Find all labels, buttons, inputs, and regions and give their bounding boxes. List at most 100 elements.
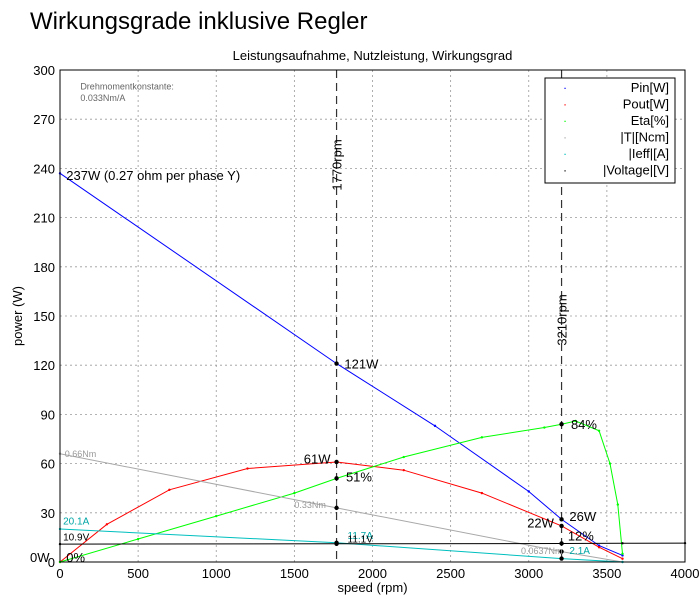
marker-point — [559, 556, 564, 561]
series-line — [59, 528, 623, 563]
data-point — [616, 503, 620, 506]
plot-frame — [59, 69, 686, 563]
x-tick-label: 0 — [56, 566, 63, 581]
marker-point — [334, 476, 339, 481]
legend-label: |T|[Ncm] — [620, 130, 669, 145]
y-tick-label: 120 — [33, 358, 55, 373]
x-tick-label: 2000 — [358, 566, 387, 581]
annotation-label: 22W — [527, 516, 554, 531]
y-tick-label: 60 — [41, 457, 55, 472]
data-point — [480, 491, 484, 495]
x-axis-label: speed (rpm) — [337, 580, 407, 595]
legend-marker: . — [563, 78, 566, 92]
x-tick-label: 4000 — [671, 566, 700, 581]
rpm-marker-label: 1770rpm — [330, 139, 345, 190]
data-point — [527, 490, 530, 493]
y-axis-label: power (W) — [10, 286, 25, 346]
marker-point — [334, 505, 339, 511]
marker-point — [334, 541, 339, 546]
x-tick-label: 3000 — [514, 566, 543, 581]
marker-point — [334, 361, 339, 366]
data-point — [621, 554, 624, 557]
annotation-label: 26W — [569, 509, 596, 524]
y-tick-label: 90 — [41, 407, 55, 422]
series-line — [59, 172, 623, 556]
data-point — [621, 552, 624, 555]
data-point — [597, 546, 601, 549]
legend-marker: . — [563, 111, 566, 125]
y-tick-label: 180 — [33, 260, 55, 275]
marker-point — [334, 459, 339, 465]
data-point — [608, 462, 612, 465]
data-point — [621, 557, 624, 560]
series-line — [59, 461, 623, 563]
annotation-label: Drehmomentkonstante: — [80, 82, 174, 92]
legend-marker: . — [563, 95, 566, 109]
legend-label: |Voltage|[V] — [603, 163, 669, 178]
data-point — [293, 491, 296, 495]
marker-point — [559, 549, 564, 554]
legend-marker: . — [563, 144, 566, 158]
y-tick-label: 240 — [33, 161, 55, 176]
legend-box — [544, 77, 676, 184]
data-point — [402, 468, 405, 472]
data-point — [215, 514, 218, 518]
annotation-label: 11.1V — [348, 534, 374, 545]
annotation-label: 2.1A — [569, 546, 590, 557]
data-point — [480, 436, 484, 439]
x-tick-label: 1000 — [202, 566, 231, 581]
annotation-label: 11.7A — [348, 531, 374, 542]
series-line — [59, 453, 623, 563]
data-point — [574, 419, 577, 423]
annotation-label: 121W — [344, 356, 379, 371]
annotation-label: 12% — [568, 529, 594, 544]
data-point — [597, 429, 601, 432]
data-point — [246, 467, 249, 470]
y-tick-label: 300 — [33, 63, 55, 78]
y-tick-label: 0 — [48, 555, 55, 570]
x-tick-label: 3500 — [592, 566, 621, 581]
data-point — [597, 544, 601, 547]
legend-label: Pin[W] — [631, 80, 669, 95]
data-point — [621, 542, 624, 545]
legend-label: Pout[W] — [623, 97, 669, 112]
y-tick-label: 150 — [33, 309, 55, 324]
data-point — [136, 537, 140, 541]
chart-title: Leistungsaufnahme, Nutzleistung, Wirkung… — [233, 48, 513, 63]
y-tick-label: 210 — [33, 211, 55, 226]
x-tick-label: 1500 — [280, 566, 309, 581]
data-point — [543, 426, 546, 429]
annotation-label: 0.033Nm/A — [80, 93, 125, 103]
data-point — [105, 523, 109, 526]
annotation-label: 0W — [30, 550, 50, 565]
annotation-label: 84% — [571, 417, 597, 432]
annotation-label: 61W — [304, 452, 331, 467]
legend-marker: . — [563, 161, 566, 175]
y-tick-label: 30 — [41, 506, 55, 521]
data-point — [402, 455, 405, 459]
annotation-label: 0.33Nm — [294, 500, 326, 510]
page-title: Wirkungsgrade inklusive Regler — [30, 8, 368, 35]
annotation-label: 237W (0.27 ohm per phase Y) — [66, 168, 240, 183]
x-tick-label: 500 — [127, 566, 149, 581]
legend-marker: . — [563, 128, 566, 142]
annotation-label: 20.1A — [63, 516, 89, 527]
marker-point — [559, 523, 564, 529]
marker-point — [559, 541, 564, 546]
legend-label: Eta[%] — [631, 113, 669, 128]
y-tick-label: 270 — [33, 112, 55, 127]
annotation-label: 0.66Nm — [65, 449, 97, 459]
marker-point — [559, 422, 564, 427]
annotation-label: 0.0637Nm — [521, 546, 563, 556]
marker-point — [559, 517, 564, 522]
data-point — [168, 488, 171, 492]
annotation-label: 0% — [66, 550, 85, 565]
data-point — [433, 424, 437, 428]
series-line — [59, 420, 623, 563]
x-tick-label: 2500 — [436, 566, 465, 581]
rpm-marker-label: 3210rpm — [555, 294, 570, 345]
annotation-label: 10.9V — [63, 533, 89, 544]
legend-label: |Ieff|[A] — [629, 146, 669, 161]
annotation-label: 51% — [346, 470, 372, 485]
